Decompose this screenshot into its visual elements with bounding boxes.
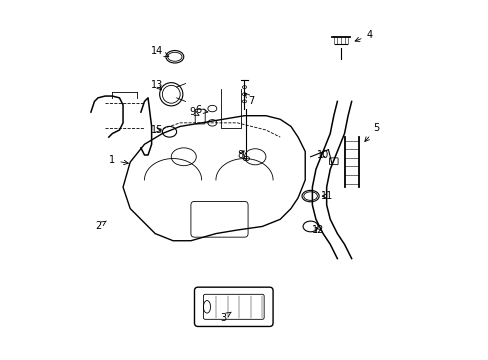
Text: 11: 11 — [320, 191, 332, 201]
Text: 8: 8 — [237, 150, 244, 160]
Text: 9: 9 — [189, 107, 199, 117]
Text: 3: 3 — [220, 312, 231, 323]
Text: 1: 1 — [109, 156, 128, 165]
Text: 4: 4 — [354, 30, 372, 41]
Text: 7: 7 — [244, 93, 254, 106]
Text: 5: 5 — [364, 123, 379, 141]
Text: 2: 2 — [95, 221, 106, 231]
Text: 6: 6 — [195, 105, 207, 115]
Text: 13: 13 — [150, 80, 163, 90]
Text: 12: 12 — [311, 225, 323, 235]
Text: 10: 10 — [316, 150, 328, 160]
Text: 15: 15 — [150, 125, 163, 135]
Text: 14: 14 — [150, 46, 168, 57]
